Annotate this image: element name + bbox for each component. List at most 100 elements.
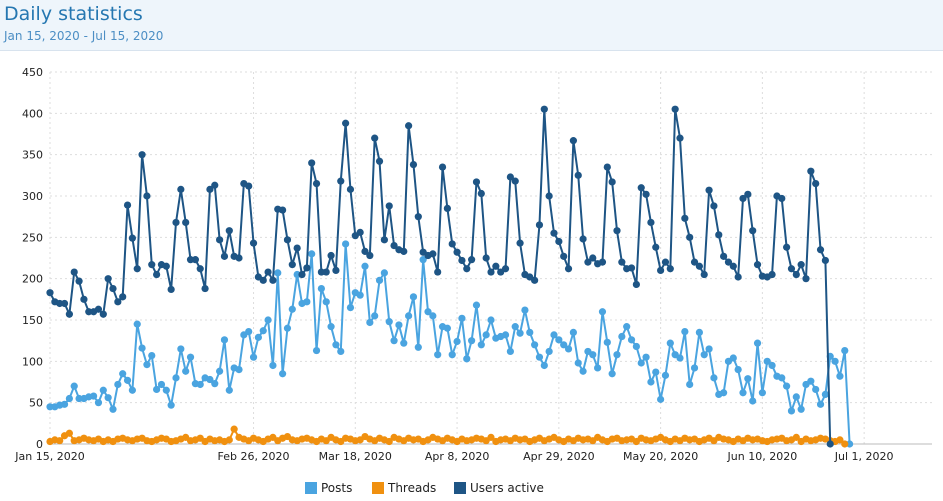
posts-point: [395, 321, 403, 329]
users-active-point: [196, 265, 204, 273]
posts-point: [613, 351, 621, 359]
posts-point: [356, 291, 364, 299]
posts-point: [327, 323, 335, 331]
users-active-point: [627, 264, 636, 272]
users-active-point: [409, 160, 418, 169]
posts-point: [303, 298, 311, 306]
users-active-point: [172, 218, 180, 227]
posts-point: [167, 401, 175, 409]
threads-point: [487, 433, 495, 441]
posts-point: [521, 306, 529, 314]
users-active-point: [560, 252, 568, 260]
users-active-point: [826, 440, 834, 448]
posts-point: [65, 394, 73, 403]
users-active-point: [225, 227, 233, 235]
posts-point: [783, 382, 791, 390]
users-active-point: [618, 258, 626, 266]
posts-point: [133, 320, 141, 328]
posts-point: [220, 336, 229, 344]
posts-point: [366, 318, 374, 327]
users-active-point: [279, 206, 287, 214]
posts-point: [143, 361, 151, 369]
legend-swatch-users-active: [454, 482, 466, 494]
posts-point: [623, 323, 631, 331]
posts-point: [443, 324, 451, 332]
users-active-point: [720, 252, 728, 260]
posts-point: [603, 338, 611, 346]
users-active-point: [477, 189, 485, 198]
users-active-point: [346, 185, 355, 193]
posts-point: [555, 336, 563, 344]
posts-point: [729, 354, 737, 362]
posts-point: [744, 375, 752, 383]
posts-point: [821, 390, 829, 398]
users-active-point: [642, 190, 650, 198]
users-active-point: [608, 178, 616, 186]
page-title: Daily statistics: [4, 3, 143, 25]
posts-point: [414, 343, 422, 351]
posts-point: [637, 359, 645, 367]
threads-point: [836, 436, 844, 444]
users-active-point: [133, 265, 141, 273]
posts-point: [259, 327, 267, 335]
posts-point: [836, 372, 844, 380]
users-active-point: [734, 273, 742, 281]
users-active-point: [75, 277, 83, 285]
users-active-point: [661, 258, 670, 266]
posts-point: [94, 399, 103, 407]
users-active-point: [361, 247, 369, 255]
legend-swatch-posts: [305, 482, 317, 494]
posts-point: [690, 364, 699, 372]
posts-point: [138, 344, 146, 352]
posts-point: [249, 353, 258, 361]
posts-point: [162, 386, 170, 394]
users-active-point: [816, 246, 825, 254]
users-active-point: [739, 194, 747, 203]
threads-point: [792, 433, 800, 441]
users-active-point: [802, 275, 810, 283]
posts-point: [666, 339, 674, 347]
users-active-point: [807, 167, 815, 175]
posts-point: [627, 336, 636, 344]
date-range: Jan 15, 2020 - Jul 15, 2020: [4, 29, 164, 43]
posts-point: [700, 351, 708, 359]
daily-statistics-chart: 0 50 100 150 200 250 300 350 400 450 Jan 15, 2020 F…: [14, 66, 932, 495]
y-tick-label: 350: [22, 149, 43, 162]
posts-point: [477, 341, 485, 349]
posts-point: [90, 392, 98, 400]
y-tick-label: 400: [22, 107, 43, 120]
users-active-point: [729, 262, 737, 270]
users-active-point: [249, 239, 258, 247]
threads-point: [230, 425, 238, 433]
users-active-point: [686, 233, 694, 241]
users-active-point: [191, 256, 199, 264]
posts-point: [569, 328, 577, 336]
users-active-point: [288, 261, 296, 269]
posts-point: [487, 316, 495, 324]
users-active-point: [167, 285, 175, 294]
threads-point: [385, 437, 393, 446]
users-active-point: [676, 134, 684, 142]
users-active-point: [540, 105, 548, 113]
users-active-point: [371, 134, 379, 142]
users-active-point: [148, 261, 156, 269]
posts-point: [361, 262, 369, 270]
posts-point: [153, 385, 161, 394]
posts-point: [749, 397, 757, 405]
posts-point: [123, 376, 132, 384]
users-active-point: [492, 262, 500, 270]
users-active-point: [308, 159, 316, 167]
posts-point: [419, 256, 427, 264]
posts-point: [254, 333, 262, 341]
posts-point: [681, 327, 689, 336]
posts-point: [225, 386, 233, 394]
posts-point: [652, 368, 660, 376]
posts-point: [104, 394, 112, 402]
users-active-point: [647, 218, 655, 227]
users-active-point: [458, 256, 466, 265]
x-tick-label: Apr 8, 2020: [425, 450, 490, 463]
users-active-point: [385, 202, 393, 210]
users-active-point: [104, 275, 112, 283]
posts-point: [264, 316, 272, 324]
users-active-point: [666, 265, 674, 273]
